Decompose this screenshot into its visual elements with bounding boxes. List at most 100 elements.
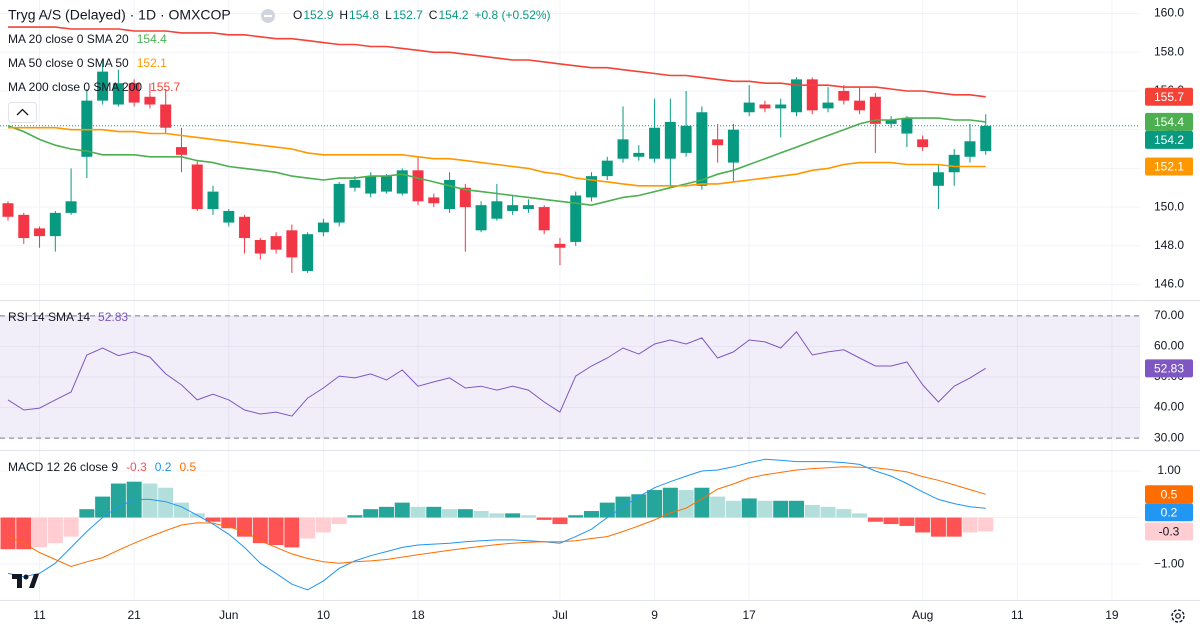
histogram-bar xyxy=(79,509,95,518)
candle-body xyxy=(917,139,929,148)
histogram-bar xyxy=(457,509,473,518)
histogram-bar xyxy=(599,502,615,518)
candle-body xyxy=(664,121,676,159)
collapse-legend-button[interactable] xyxy=(8,102,37,123)
legend-value: 152.1 xyxy=(137,56,167,70)
candle-body xyxy=(538,207,550,231)
candle-body xyxy=(585,176,597,198)
histogram-bar xyxy=(63,517,79,537)
histogram-bar xyxy=(536,517,552,520)
histogram-bar xyxy=(252,517,268,544)
histogram-bar xyxy=(647,490,663,518)
gear-teeth xyxy=(1171,609,1185,623)
price-label: 0.5 xyxy=(1161,487,1178,501)
candle-body xyxy=(696,112,708,186)
moving-average-line xyxy=(8,26,986,98)
candle-body xyxy=(191,164,203,210)
histogram-bar xyxy=(394,502,410,518)
histogram-bar xyxy=(678,490,694,518)
indicator-title: MACD 12 26 close 9 xyxy=(8,460,118,474)
x-tick-label: 10 xyxy=(317,608,331,622)
x-tick-label: 19 xyxy=(1105,608,1119,622)
logo-part xyxy=(12,574,22,588)
candle-body xyxy=(380,176,392,192)
logo-part xyxy=(29,574,39,588)
histogram-bar xyxy=(568,515,584,518)
ohlc-value: 152.7 xyxy=(393,8,423,22)
histogram-bar xyxy=(300,517,316,539)
candle-body xyxy=(459,187,471,208)
settings-gear[interactable] xyxy=(1171,609,1185,623)
histogram-bar xyxy=(268,517,284,546)
candle-body xyxy=(727,129,739,163)
histogram-bar xyxy=(757,500,773,518)
candle-body xyxy=(791,79,802,113)
candle-body xyxy=(81,100,93,157)
histogram-bar xyxy=(915,517,931,533)
candle-body xyxy=(175,147,187,155)
histogram-bar xyxy=(284,517,300,548)
histogram-bar xyxy=(315,517,331,533)
histogram-bar xyxy=(331,517,347,525)
legend-value: 52.83 xyxy=(98,310,128,324)
price-label-box xyxy=(1145,112,1193,131)
y-tick-label: 1.00 xyxy=(1157,463,1181,477)
visibility-toggle-icon xyxy=(264,15,272,17)
candle-body xyxy=(854,100,866,111)
price-label-box xyxy=(1145,359,1193,378)
legend-name: MA 20 close 0 SMA 20 xyxy=(8,32,129,46)
histogram-bar xyxy=(962,517,978,533)
candle-body xyxy=(49,212,61,237)
histogram-bar xyxy=(95,496,111,518)
candle-body xyxy=(649,127,661,159)
histogram-bar xyxy=(741,498,757,518)
ohlc-value: 152.9 xyxy=(303,8,333,22)
candle-body xyxy=(838,90,850,101)
x-tick-label: Jun xyxy=(219,608,238,622)
legend-name: MA 50 close 0 SMA 50 xyxy=(8,56,129,70)
logo-part xyxy=(23,574,29,580)
price-label: 0.2 xyxy=(1161,505,1178,519)
histogram-bar xyxy=(789,500,804,518)
candle-body xyxy=(491,201,503,219)
price-label-box xyxy=(1145,522,1193,541)
x-tick-label: Jul xyxy=(552,608,567,622)
candle-body xyxy=(2,203,14,217)
ohlc-label: C xyxy=(429,8,438,22)
price-label: -0.3 xyxy=(1159,525,1180,539)
price-label-box xyxy=(1145,130,1193,149)
candle-body xyxy=(128,83,140,103)
y-tick-label: 146.0 xyxy=(1154,277,1184,291)
moving-average-line xyxy=(8,126,986,187)
histogram-bar xyxy=(237,517,253,537)
histogram-bar xyxy=(142,483,158,518)
histogram-bar xyxy=(867,517,883,522)
candle-body xyxy=(932,172,944,186)
rsi-line xyxy=(7,331,986,417)
ohlc-label: L xyxy=(385,8,392,22)
histogram-bar xyxy=(520,515,536,518)
collapse-icon xyxy=(16,108,29,116)
legend-name: MA 200 close 0 SMA 200 xyxy=(8,80,142,94)
x-tick-label: 17 xyxy=(743,608,757,622)
chart-title: Tryg A/S (Delayed) · 1D · OMXCOP xyxy=(8,7,231,23)
histogram-bar xyxy=(583,511,599,518)
histogram-bar xyxy=(662,487,678,518)
price-label: 154.4 xyxy=(1154,115,1184,129)
candle-body xyxy=(239,216,251,239)
price-label: 52.83 xyxy=(1154,362,1184,376)
gear-hub xyxy=(1175,613,1181,619)
histogram-bar xyxy=(694,487,710,518)
candle-body xyxy=(948,154,960,173)
x-tick-label: 21 xyxy=(127,608,141,622)
histogram-bar xyxy=(836,509,852,518)
candle-body xyxy=(365,176,377,194)
price-label: 154.2 xyxy=(1154,133,1184,147)
x-tick-label: Aug xyxy=(912,608,933,622)
price-label: 152.1 xyxy=(1154,160,1184,174)
histogram-bar xyxy=(883,517,899,525)
y-tick-label: 148.0 xyxy=(1154,238,1184,252)
histogram-bar xyxy=(410,506,426,518)
candle-body xyxy=(333,183,345,223)
